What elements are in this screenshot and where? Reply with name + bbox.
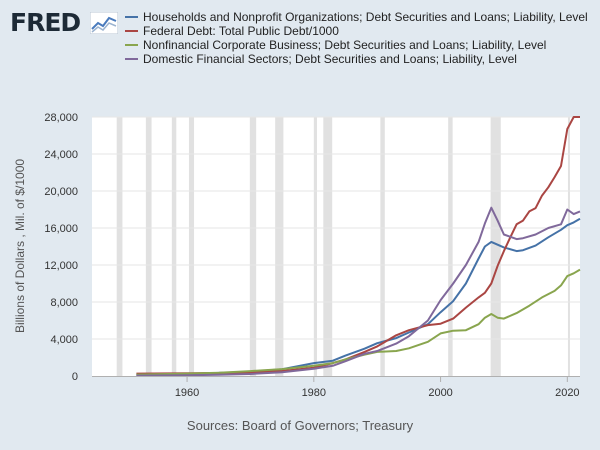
x-tick-label: 2020 [555, 387, 579, 399]
legend-label: Domestic Financial Sectors; Debt Securit… [143, 52, 517, 66]
y-axis: 0 4,000 8,000 12,000 16,000 20,000 24,000 28,00… [44, 112, 78, 383]
legend-item[interactable]: Nonfinancial Corporate Business; Debt Se… [125, 38, 595, 52]
legend-swatch [125, 16, 138, 18]
recession-band [171, 117, 177, 376]
chart-legend: Households and Nonprofit Organizations; … [125, 10, 595, 66]
y-tick-label: 24,000 [44, 149, 78, 161]
recession-shading [116, 117, 570, 376]
legend-item[interactable]: Domestic Financial Sectors; Debt Securit… [125, 52, 595, 66]
x-tick-label: 1960 [175, 387, 199, 399]
y-tick-label: 20,000 [44, 186, 78, 198]
recession-band [567, 117, 570, 376]
recession-band [249, 117, 257, 376]
x-axis: 1960 1980 2000 2020 [92, 376, 580, 399]
recession-band [145, 117, 152, 376]
legend-swatch [125, 58, 138, 60]
y-axis-label: Billions of Dollars , Mil. of $/1000 [13, 159, 27, 333]
legend-swatch [125, 30, 138, 32]
recession-band [116, 117, 123, 376]
legend-item[interactable]: Households and Nonprofit Organizations; … [125, 10, 595, 24]
y-tick-label: 28,000 [44, 112, 78, 124]
legend-swatch [125, 44, 138, 46]
chart-trend-icon [90, 12, 118, 34]
y-tick-label: 0 [72, 371, 78, 383]
logo-text: FRED [10, 8, 81, 37]
recession-band [380, 117, 385, 376]
recession-band [448, 117, 453, 376]
x-tick-label: 1980 [302, 387, 326, 399]
series-lines [136, 116, 581, 377]
y-tick-label: 12,000 [44, 260, 78, 272]
recession-band [313, 117, 317, 376]
series-line[interactable] [136, 116, 580, 375]
legend-label: Households and Nonprofit Organizations; … [143, 10, 588, 24]
legend-label: Nonfinancial Corporate Business; Debt Se… [143, 38, 547, 52]
legend-label: Federal Debt: Total Public Debt/1000 [143, 24, 339, 38]
recession-band [323, 117, 333, 376]
recession-band [188, 117, 195, 376]
chart-sources: Sources: Board of Governors; Treasury [186, 418, 414, 433]
series-line[interactable] [136, 206, 581, 377]
y-tick-label: 4,000 [50, 334, 78, 346]
fred-logo[interactable]: FRED [10, 8, 120, 38]
series-line[interactable] [136, 217, 581, 377]
series-line[interactable] [136, 268, 581, 376]
recession-band [275, 117, 284, 376]
legend-item[interactable]: Federal Debt: Total Public Debt/1000 [125, 24, 595, 38]
y-tick-label: 8,000 [50, 297, 78, 309]
recession-band [490, 117, 501, 376]
x-tick-label: 2000 [428, 387, 452, 399]
y-tick-label: 16,000 [44, 223, 78, 235]
